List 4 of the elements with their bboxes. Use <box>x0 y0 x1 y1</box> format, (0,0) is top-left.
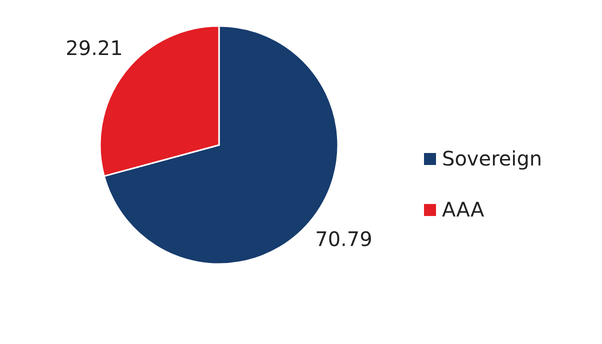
data-label: 29.21 <box>66 36 123 60</box>
legend-label: Sovereign <box>442 146 542 170</box>
legend-label: AAA <box>442 197 484 222</box>
data-label: 70.79 <box>315 226 372 251</box>
